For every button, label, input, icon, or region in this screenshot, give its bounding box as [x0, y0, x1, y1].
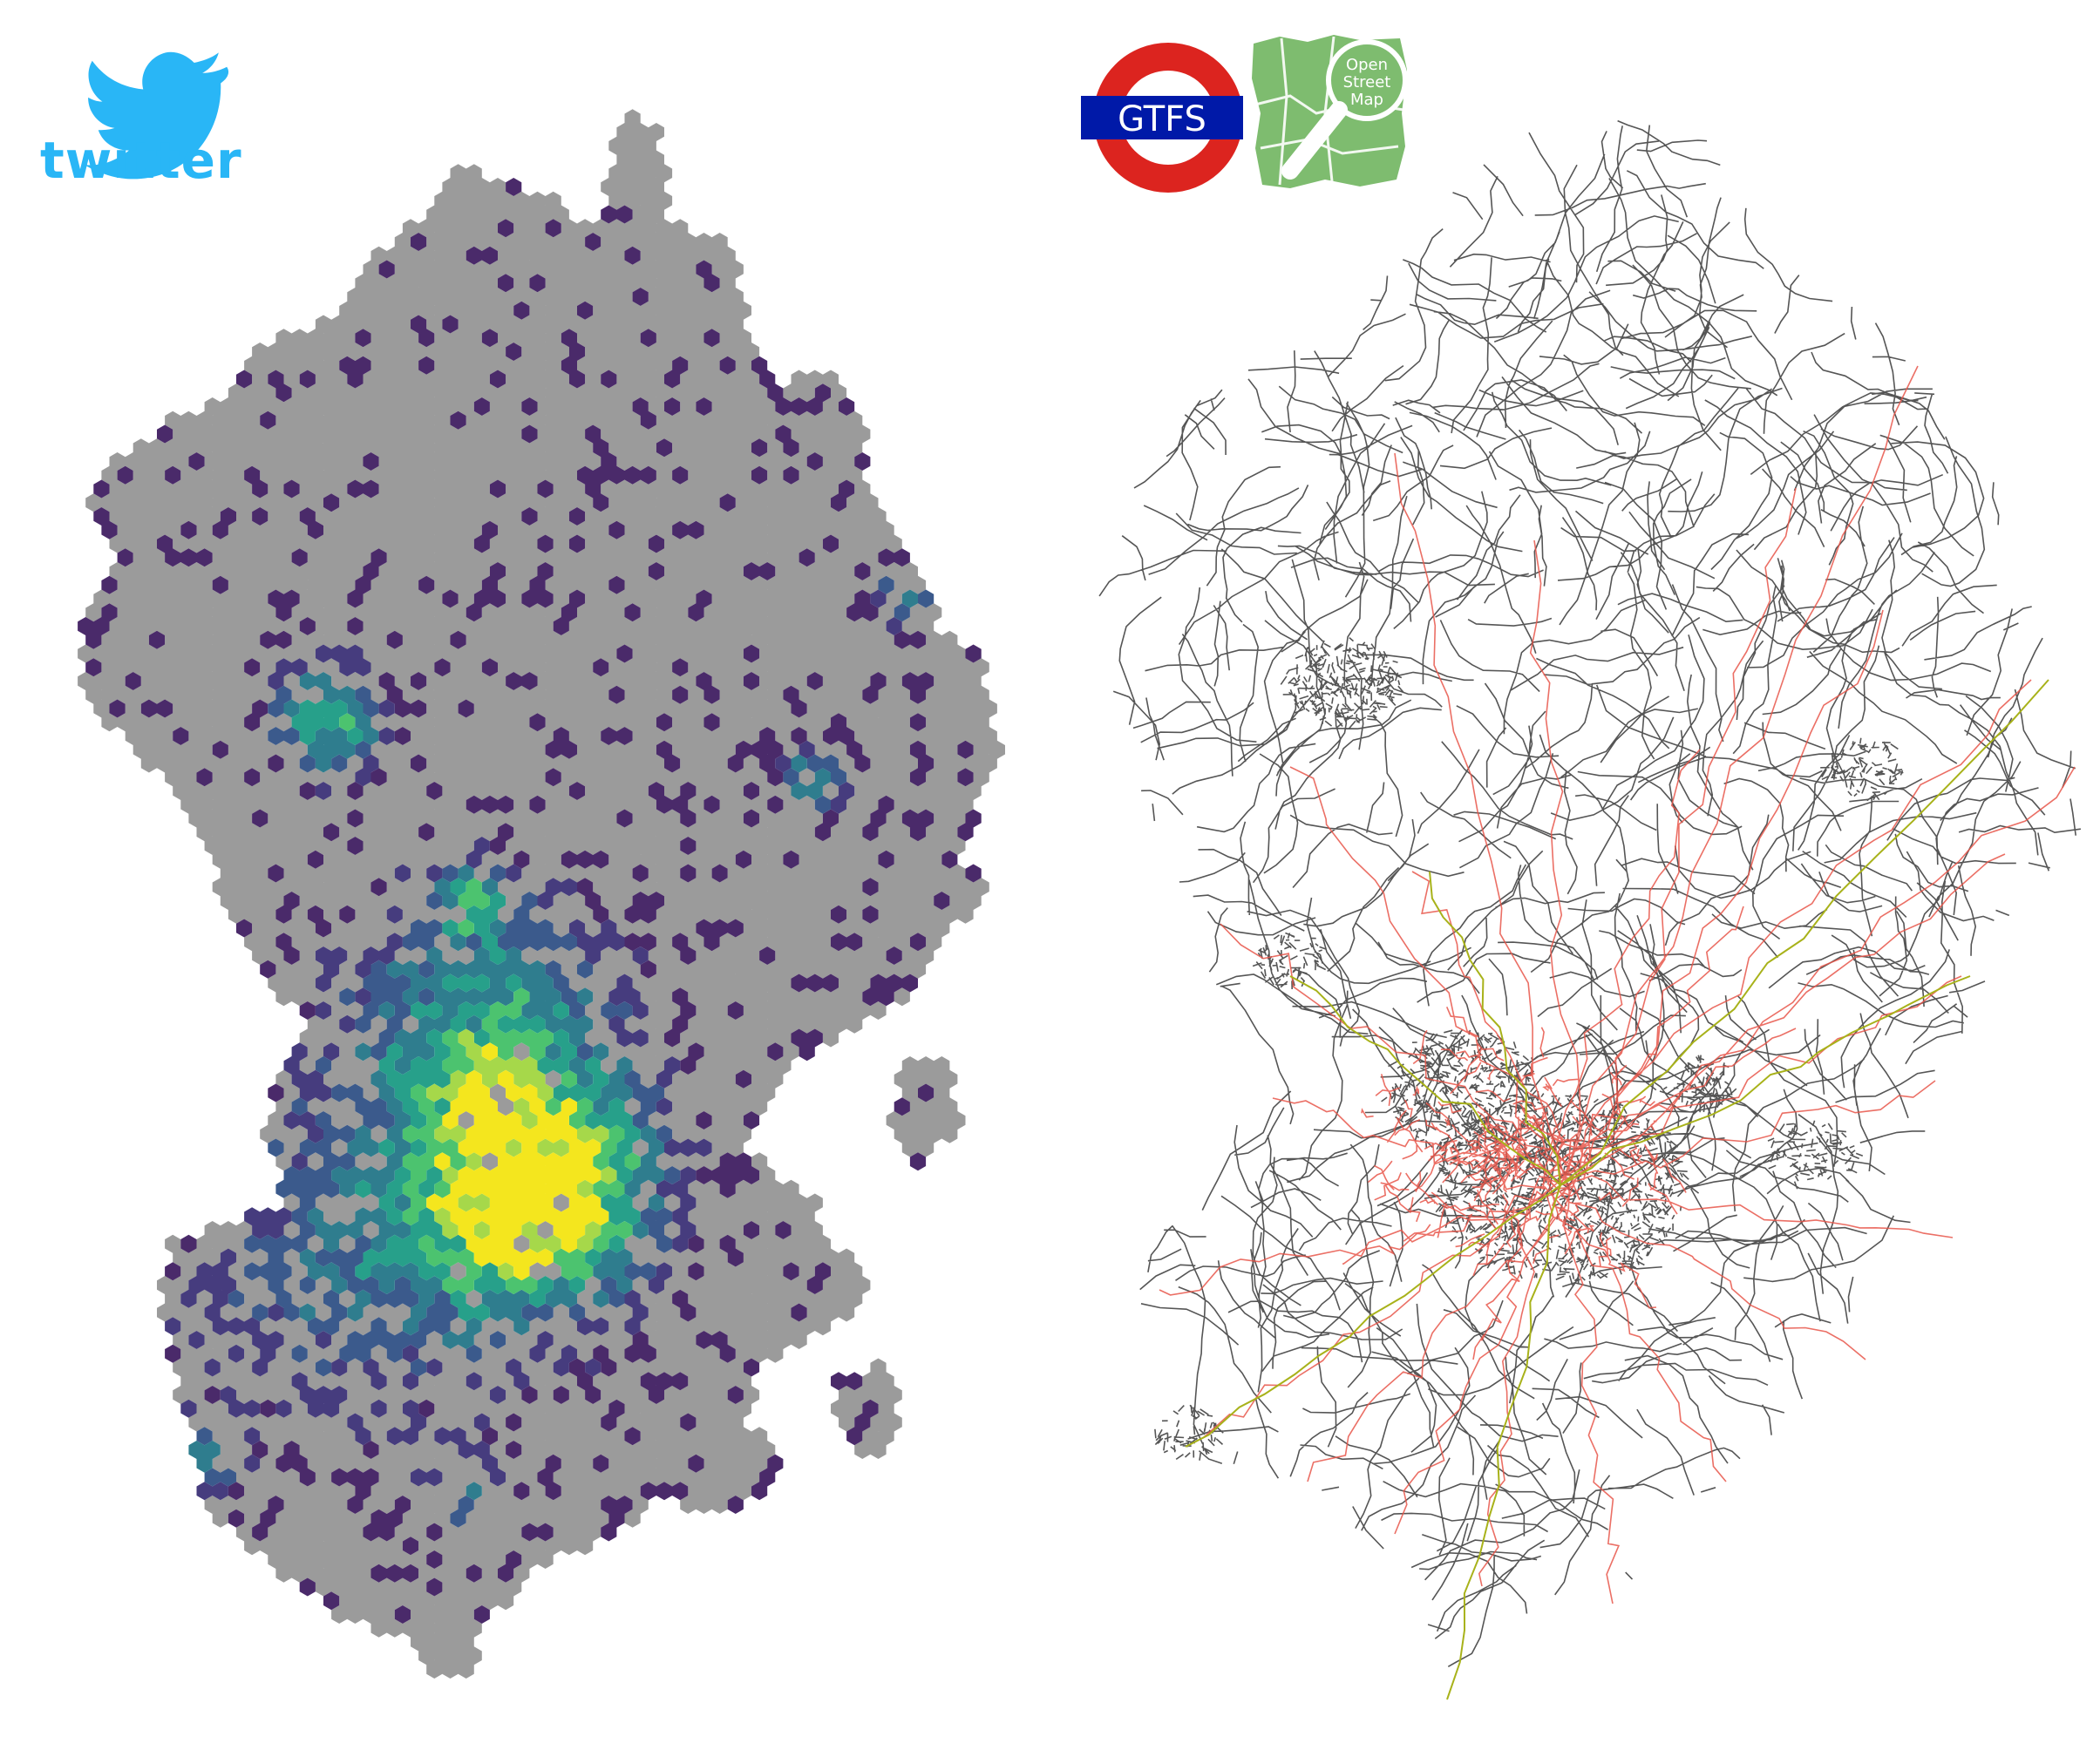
hexbin-cells-level-4	[291, 699, 641, 1322]
hexbin-cells-level-1	[165, 589, 902, 1501]
road-network-lines	[1098, 119, 2082, 1667]
twitter-bird-icon	[84, 51, 229, 180]
rail-lines	[1185, 679, 2049, 1700]
openstreetmap-icon	[1252, 35, 1408, 188]
osm-label-line-1: Open	[1346, 56, 1388, 74]
osm-logo: Open Street Map	[1252, 35, 1408, 188]
hexbin-cells-level-6	[426, 1028, 617, 1281]
twitter-logo: twitter	[40, 51, 242, 190]
gtfs-logo: GTFS	[1081, 43, 1243, 193]
gtfs-roundel-icon	[1081, 43, 1243, 193]
osm-label-line-2: Street	[1343, 73, 1391, 92]
hexbin-cells-level-5	[339, 713, 641, 1294]
hexbin-cells-level-7	[426, 1042, 609, 1281]
gtfs-label: GTFS	[1118, 99, 1206, 139]
bus-route-lines	[1159, 365, 2076, 1604]
transport-network-map	[1098, 119, 2082, 1700]
hexbin-cells-level-3	[188, 589, 918, 1501]
osm-label-line-3: Map	[1350, 91, 1383, 109]
twitter-wordmark: twitter	[40, 131, 242, 190]
twitter-hexbin-map	[78, 109, 1006, 1679]
